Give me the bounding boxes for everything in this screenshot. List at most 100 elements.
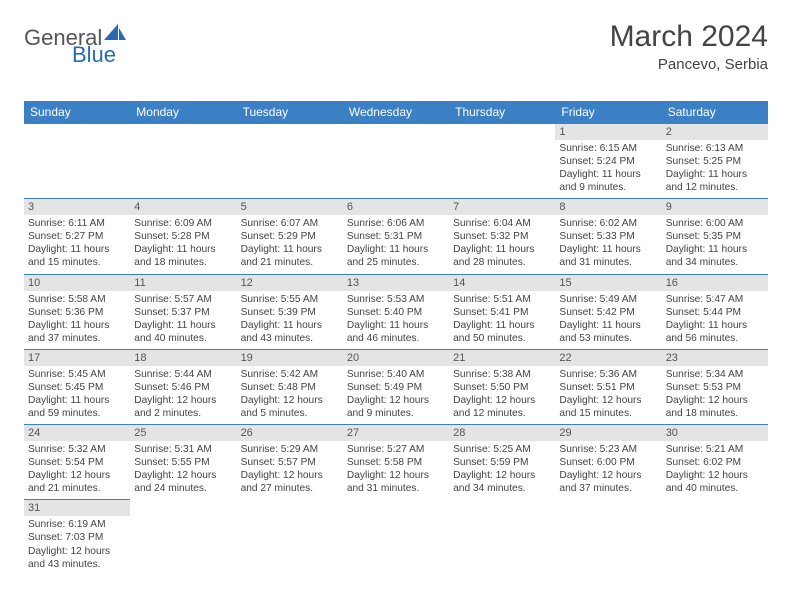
location-label: Pancevo, Serbia: [610, 56, 768, 73]
day1-text: Daylight: 12 hours: [347, 469, 445, 482]
day1-text: Daylight: 12 hours: [453, 469, 551, 482]
sunrise-text: Sunrise: 6:13 AM: [666, 142, 764, 155]
sunrise-text: Sunrise: 5:58 AM: [28, 293, 126, 306]
day2-text: and 56 minutes.: [666, 332, 764, 345]
sunrise-text: Sunrise: 5:25 AM: [453, 443, 551, 456]
calendar-cell: 7Sunrise: 6:04 AMSunset: 5:32 PMDaylight…: [449, 199, 555, 274]
sunrise-text: Sunrise: 5:38 AM: [453, 368, 551, 381]
calendar-cell: 10Sunrise: 5:58 AMSunset: 5:36 PMDayligh…: [24, 274, 130, 349]
day2-text: and 9 minutes.: [559, 181, 657, 194]
sunset-text: Sunset: 5:53 PM: [666, 381, 764, 394]
calendar-row: 17Sunrise: 5:45 AMSunset: 5:45 PMDayligh…: [24, 349, 768, 424]
calendar-row: 31Sunrise: 6:19 AMSunset: 7:03 PMDayligh…: [24, 500, 768, 575]
day2-text: and 12 minutes.: [453, 407, 551, 420]
sunset-text: Sunset: 5:24 PM: [559, 155, 657, 168]
day-number: 1: [555, 124, 661, 140]
day1-text: Daylight: 12 hours: [453, 394, 551, 407]
calendar-cell: 4Sunrise: 6:09 AMSunset: 5:28 PMDaylight…: [130, 199, 236, 274]
sunrise-text: Sunrise: 5:49 AM: [559, 293, 657, 306]
calendar-cell: 29Sunrise: 5:23 AMSunset: 6:00 PMDayligh…: [555, 425, 661, 500]
title-block: March 2024 Pancevo, Serbia: [610, 20, 768, 73]
calendar-cell: 23 Sunrise: 5:34 AMSunset: 5:53 PMDayligh…: [662, 349, 768, 424]
calendar-cell: 1Sunrise: 6:15 AMSunset: 5:24 PMDaylight…: [555, 124, 661, 199]
sunrise-text: Sunrise: 6:00 AM: [666, 217, 764, 230]
calendar-cell: 21Sunrise: 5:38 AMSunset: 5:50 PMDayligh…: [449, 349, 555, 424]
day1-text: Daylight: 12 hours: [347, 394, 445, 407]
day1-text: Daylight: 11 hours: [28, 394, 126, 407]
day2-text: and 18 minutes.: [666, 407, 764, 420]
calendar-row: 24Sunrise: 5:32 AMSunset: 5:54 PMDayligh…: [24, 425, 768, 500]
sunrise-text: Sunrise: 6:07 AM: [241, 217, 339, 230]
calendar-cell: 12Sunrise: 5:55 AMSunset: 5:39 PMDayligh…: [237, 274, 343, 349]
day1-text: Daylight: 12 hours: [134, 394, 232, 407]
day2-text: and 37 minutes.: [559, 482, 657, 495]
calendar-cell: 2Sunrise: 6:13 AMSunset: 5:25 PMDaylight…: [662, 124, 768, 199]
day2-text: and 15 minutes.: [559, 407, 657, 420]
day-number: 12: [237, 275, 343, 291]
day-number: 18: [130, 350, 236, 366]
col-monday: Monday: [130, 101, 236, 124]
sunrise-text: Sunrise: 5:34 AM: [666, 368, 764, 381]
day1-text: Daylight: 11 hours: [559, 243, 657, 256]
calendar-cell: 30Sunrise: 5:21 AMSunset: 6:02 PMDayligh…: [662, 425, 768, 500]
calendar-cell: [237, 500, 343, 575]
calendar-cell: 6Sunrise: 6:06 AMSunset: 5:31 PMDaylight…: [343, 199, 449, 274]
day-number: 2: [662, 124, 768, 140]
calendar-cell: 22Sunrise: 5:36 AMSunset: 5:51 PMDayligh…: [555, 349, 661, 424]
day1-text: Daylight: 11 hours: [347, 319, 445, 332]
day-number: 31: [24, 500, 130, 516]
calendar-cell: 25Sunrise: 5:31 AMSunset: 5:55 PMDayligh…: [130, 425, 236, 500]
calendar-cell: [343, 124, 449, 199]
day1-text: Daylight: 11 hours: [134, 243, 232, 256]
day2-text: and 34 minutes.: [666, 256, 764, 269]
calendar-cell: [130, 124, 236, 199]
day2-text: and 34 minutes.: [453, 482, 551, 495]
day1-text: Daylight: 11 hours: [28, 243, 126, 256]
sunrise-text: Sunrise: 5:29 AM: [241, 443, 339, 456]
sail-icon: [104, 24, 126, 42]
day-number: 10: [24, 275, 130, 291]
sunrise-text: Sunrise: 5:45 AM: [28, 368, 126, 381]
sunrise-text: Sunrise: 6:02 AM: [559, 217, 657, 230]
calendar-cell: 31Sunrise: 6:19 AMSunset: 7:03 PMDayligh…: [24, 500, 130, 575]
sunrise-text: Sunrise: 5:42 AM: [241, 368, 339, 381]
calendar-cell: 27Sunrise: 5:27 AMSunset: 5:58 PMDayligh…: [343, 425, 449, 500]
calendar-cell: [24, 124, 130, 199]
calendar-cell: 14Sunrise: 5:51 AMSunset: 5:41 PMDayligh…: [449, 274, 555, 349]
sunrise-text: Sunrise: 6:06 AM: [347, 217, 445, 230]
day2-text: and 40 minutes.: [666, 482, 764, 495]
calendar-cell: 16Sunrise: 5:47 AMSunset: 5:44 PMDayligh…: [662, 274, 768, 349]
day1-text: Daylight: 11 hours: [559, 319, 657, 332]
day-number: 29: [555, 425, 661, 441]
sunrise-text: Sunrise: 5:27 AM: [347, 443, 445, 456]
day-number: 23: [662, 350, 768, 366]
sunrise-text: Sunrise: 5:32 AM: [28, 443, 126, 456]
day-number: 16: [662, 275, 768, 291]
sunset-text: Sunset: 5:33 PM: [559, 230, 657, 243]
sunrise-text: Sunrise: 5:36 AM: [559, 368, 657, 381]
sunrise-text: Sunrise: 6:15 AM: [559, 142, 657, 155]
day2-text: and 9 minutes.: [347, 407, 445, 420]
day1-text: Daylight: 11 hours: [134, 319, 232, 332]
sunset-text: Sunset: 5:40 PM: [347, 306, 445, 319]
day-number: 8: [555, 199, 661, 215]
day-number: 17: [24, 350, 130, 366]
day1-text: Daylight: 11 hours: [453, 319, 551, 332]
day-number: 28: [449, 425, 555, 441]
day2-text: and 31 minutes.: [559, 256, 657, 269]
col-thursday: Thursday: [449, 101, 555, 124]
calendar-cell: 26Sunrise: 5:29 AMSunset: 5:57 PMDayligh…: [237, 425, 343, 500]
sunrise-text: Sunrise: 5:51 AM: [453, 293, 551, 306]
calendar-cell: 24Sunrise: 5:32 AMSunset: 5:54 PMDayligh…: [24, 425, 130, 500]
col-saturday: Saturday: [662, 101, 768, 124]
sunset-text: Sunset: 5:35 PM: [666, 230, 764, 243]
sunset-text: Sunset: 6:02 PM: [666, 456, 764, 469]
calendar-table: Sunday Monday Tuesday Wednesday Thursday…: [24, 101, 768, 575]
calendar-row: 10Sunrise: 5:58 AMSunset: 5:36 PMDayligh…: [24, 274, 768, 349]
sunset-text: Sunset: 5:44 PM: [666, 306, 764, 319]
calendar-cell: 11Sunrise: 5:57 AMSunset: 5:37 PMDayligh…: [130, 274, 236, 349]
calendar-cell: 13Sunrise: 5:53 AMSunset: 5:40 PMDayligh…: [343, 274, 449, 349]
sunrise-text: Sunrise: 6:19 AM: [28, 518, 126, 531]
sunset-text: Sunset: 5:57 PM: [241, 456, 339, 469]
day1-text: Daylight: 12 hours: [666, 394, 764, 407]
